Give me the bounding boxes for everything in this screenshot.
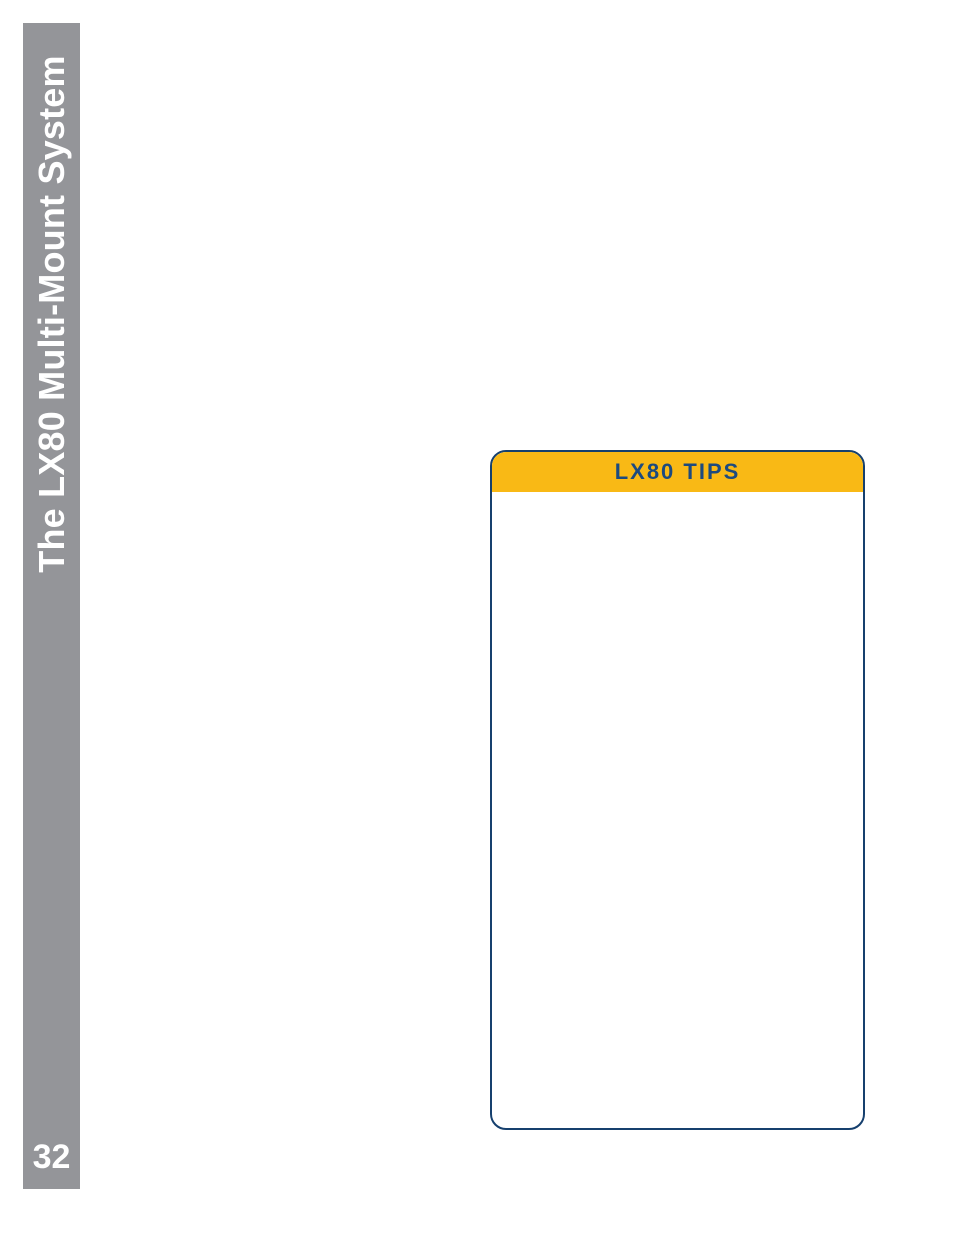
tips-box-body [492,492,863,1128]
page-number: 32 [23,1138,80,1177]
side-tab-title: The LX80 Multi-Mount System [31,55,73,572]
tips-box: LX80 TIPS [490,450,865,1130]
side-tab: The LX80 Multi-Mount System 32 [23,23,80,1189]
document-page: The LX80 Multi-Mount System 32 LX80 TIPS [0,0,954,1235]
tips-box-header: LX80 TIPS [492,452,863,492]
